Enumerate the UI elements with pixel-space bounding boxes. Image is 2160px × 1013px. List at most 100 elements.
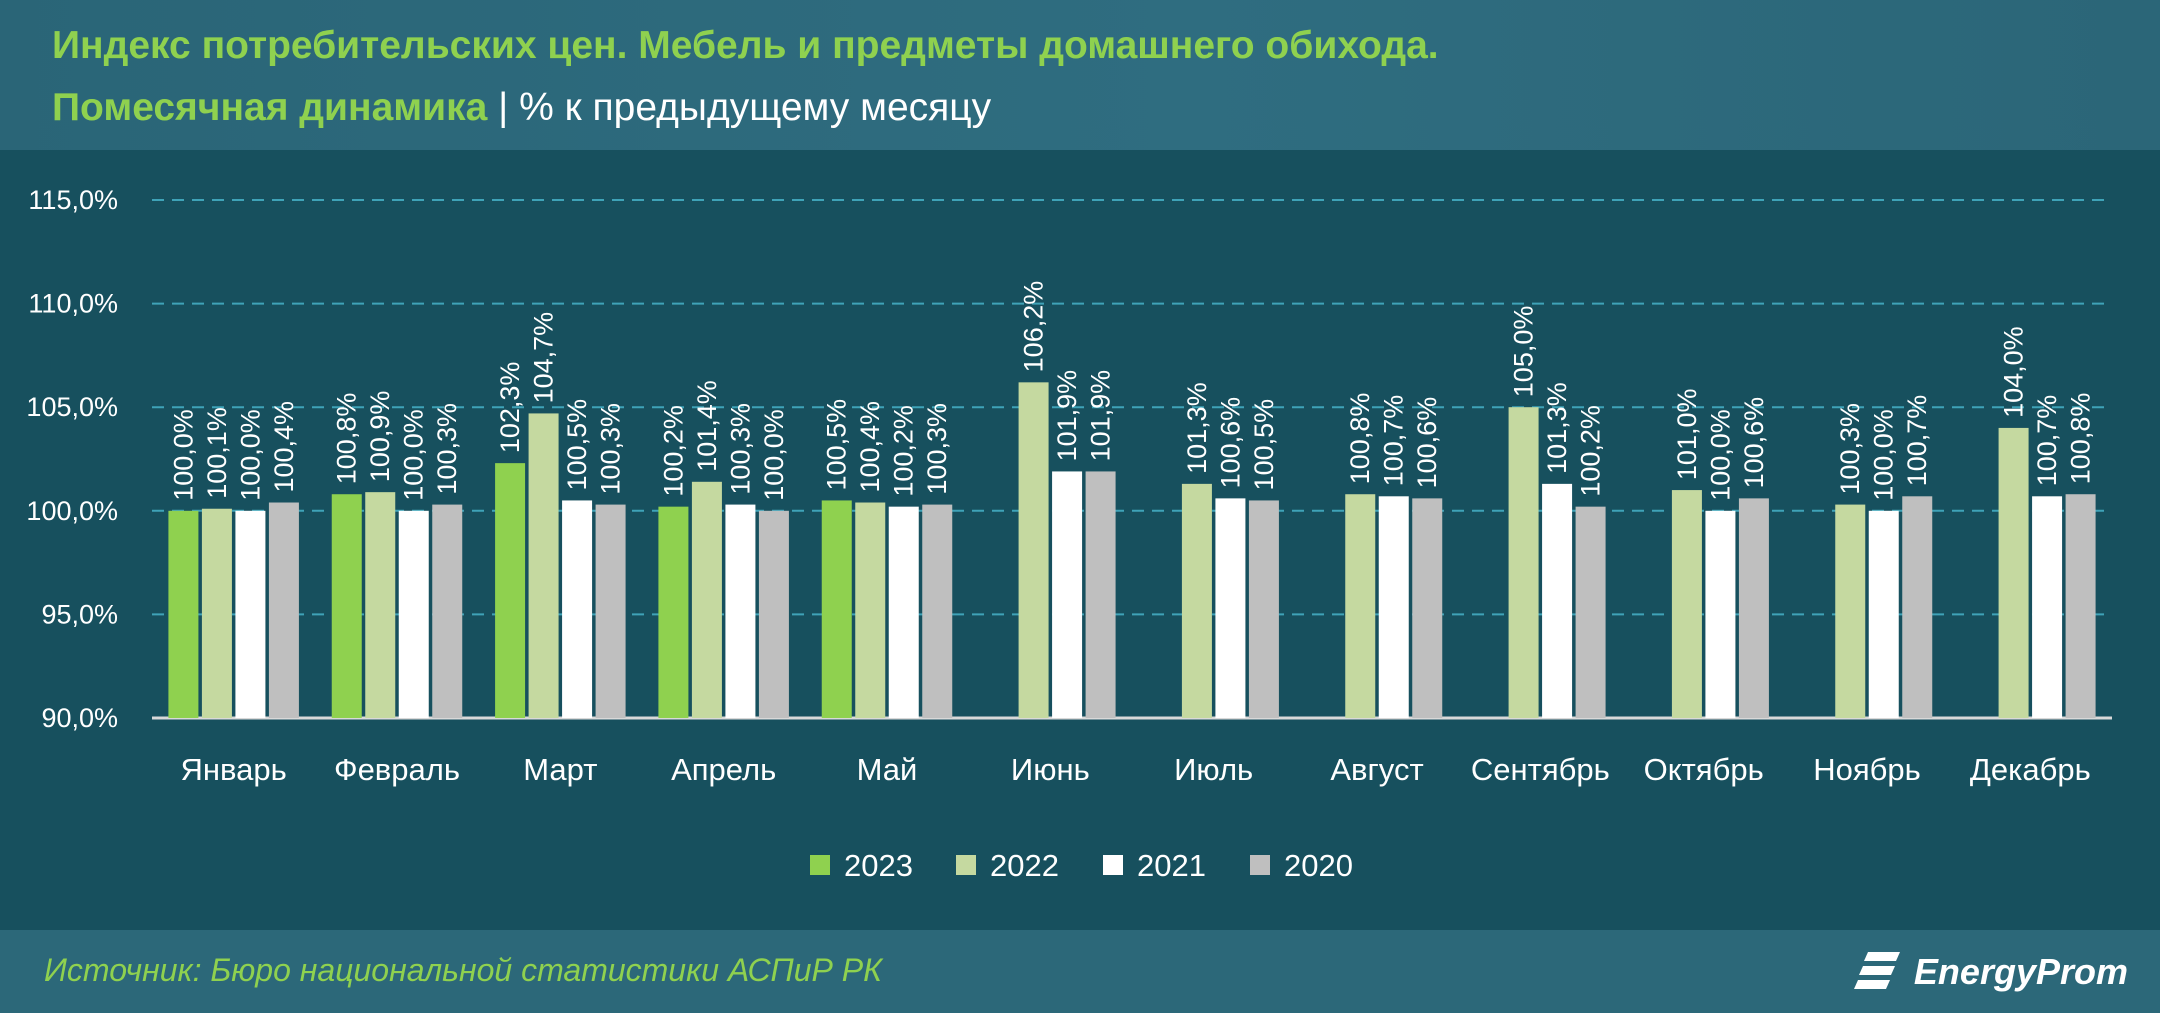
data-label: 100,3%: [922, 403, 952, 495]
data-label: 100,0%: [399, 409, 429, 501]
x-tick-label: Ноябрь: [1813, 752, 1921, 787]
bar-2020-2: [595, 504, 626, 718]
data-label: 100,3%: [1835, 403, 1865, 495]
data-label: 100,7%: [2032, 395, 2062, 487]
bar-2021-4: [888, 506, 919, 718]
x-tick-label: Декабрь: [1970, 752, 2091, 787]
bar-2021-1: [398, 510, 429, 718]
bar-2022-1: [365, 492, 396, 718]
data-label: 100,3%: [596, 403, 626, 495]
bar-2021-6: [1215, 498, 1246, 718]
data-label: 101,4%: [692, 380, 722, 472]
data-label: 100,7%: [1379, 395, 1409, 487]
subtitle-dynamics: Помесячная динамика: [52, 86, 488, 129]
bar-2021-0: [235, 510, 266, 718]
x-tick-label: Май: [857, 752, 918, 787]
bar-2022-10: [1835, 504, 1866, 718]
bar-2022-8: [1508, 407, 1539, 718]
data-label: 100,0%: [1705, 409, 1735, 501]
data-label: 100,3%: [725, 403, 755, 495]
legend-swatch-2023: [810, 855, 830, 875]
bar-2021-9: [1705, 510, 1736, 718]
bar-2021-8: [1542, 483, 1573, 718]
x-tick-label: Сентябрь: [1471, 752, 1610, 787]
bar-2021-5: [1052, 471, 1083, 718]
bar-2022-0: [201, 508, 232, 718]
y-tick-label: 110,0%: [28, 289, 118, 319]
data-label: 100,6%: [1412, 397, 1442, 489]
data-label: 100,5%: [562, 399, 592, 491]
bar-2023-2: [495, 463, 526, 718]
data-label: 105,0%: [1509, 306, 1539, 398]
x-tick-label: Январь: [181, 752, 287, 787]
data-label: 101,0%: [1672, 389, 1702, 481]
data-label: 101,9%: [1052, 370, 1082, 462]
bar-2023-1: [331, 494, 362, 718]
data-label: 100,5%: [822, 399, 852, 491]
brand-logo: EnergyProm: [1853, 944, 2128, 1000]
bar-2020-0: [268, 502, 299, 718]
chart-plot: 90,0% 95,0% 100,0% 105,0% 110,0% 115,0% 100,0%…: [26, 185, 2112, 883]
data-label: 100,9%: [365, 391, 395, 483]
bar-2023-3: [658, 506, 689, 718]
bar-2022-5: [1018, 382, 1049, 718]
bar-2022-6: [1181, 483, 1212, 718]
bar-2022-4: [855, 502, 886, 718]
chart-subtitle: Помесячная динамика | % к предыдущему ме…: [52, 86, 991, 130]
bar-2021-11: [2032, 496, 2063, 718]
data-label: 100,2%: [658, 405, 688, 497]
data-label: 100,6%: [1739, 397, 1769, 489]
bar-2021-2: [562, 500, 593, 718]
data-label: 100,2%: [1576, 405, 1606, 497]
bar-2020-5: [1085, 471, 1116, 718]
data-label: 104,0%: [1999, 326, 2029, 418]
data-label: 100,5%: [1249, 399, 1279, 491]
bar-2021-7: [1378, 496, 1409, 718]
data-label: 100,7%: [1902, 395, 1932, 487]
x-tick-label: Октябрь: [1644, 752, 1764, 787]
y-tick-label: 105,0%: [26, 392, 118, 422]
bar-2020-7: [1412, 498, 1443, 718]
bar-2022-11: [1998, 427, 2029, 718]
bar-2020-6: [1248, 500, 1279, 718]
x-tick-label: Март: [523, 752, 597, 787]
x-tick-label: Август: [1330, 752, 1423, 787]
bar-2021-10: [1868, 510, 1899, 718]
data-label: 100,0%: [1869, 409, 1899, 501]
data-label: 101,3%: [1542, 382, 1572, 474]
bar-2023-0: [168, 510, 199, 718]
bar-2020-4: [922, 504, 953, 718]
data-label: 100,3%: [432, 403, 462, 495]
data-label: 100,0%: [759, 409, 789, 501]
source-note: Источник: Бюро национальной статистики А…: [44, 952, 882, 988]
bar-2022-3: [691, 481, 722, 718]
legend-label: 2021: [1137, 848, 1206, 883]
legend-swatch-2021: [1103, 855, 1123, 875]
footer: Источник: Бюро национальной статистики А…: [0, 930, 2160, 1013]
bar-2023-4: [821, 500, 852, 718]
data-label: 100,8%: [332, 393, 362, 485]
subtitle-unit: % к предыдущему месяцу: [519, 86, 992, 129]
y-tick-label: 90,0%: [41, 703, 118, 733]
chart-area: 90,0% 95,0% 100,0% 105,0% 110,0% 115,0% 100,0%…: [0, 150, 2160, 930]
data-label: 101,3%: [1182, 382, 1212, 474]
data-label: 101,9%: [1086, 370, 1116, 462]
data-label: 106,2%: [1019, 281, 1049, 373]
x-tick-label: Апрель: [671, 752, 776, 787]
brand-name: EnergyProm: [1913, 951, 2128, 992]
bar-2020-10: [1902, 496, 1933, 718]
subtitle-separator: |: [487, 86, 520, 129]
bar-2020-1: [432, 504, 463, 718]
legend-label: 2023: [844, 848, 913, 883]
bar-2020-11: [2065, 494, 2096, 718]
x-tick-label: Июнь: [1011, 752, 1090, 787]
bar-2021-3: [725, 504, 756, 718]
legend-swatch-2020: [1250, 855, 1270, 875]
data-label: 100,1%: [202, 407, 232, 499]
bar-2020-3: [758, 510, 789, 718]
data-label: 100,8%: [2066, 393, 2096, 485]
legend-swatch-2022: [956, 855, 976, 875]
data-label: 102,3%: [495, 362, 525, 454]
data-label: 100,4%: [269, 401, 299, 493]
bar-2020-9: [1738, 498, 1769, 718]
